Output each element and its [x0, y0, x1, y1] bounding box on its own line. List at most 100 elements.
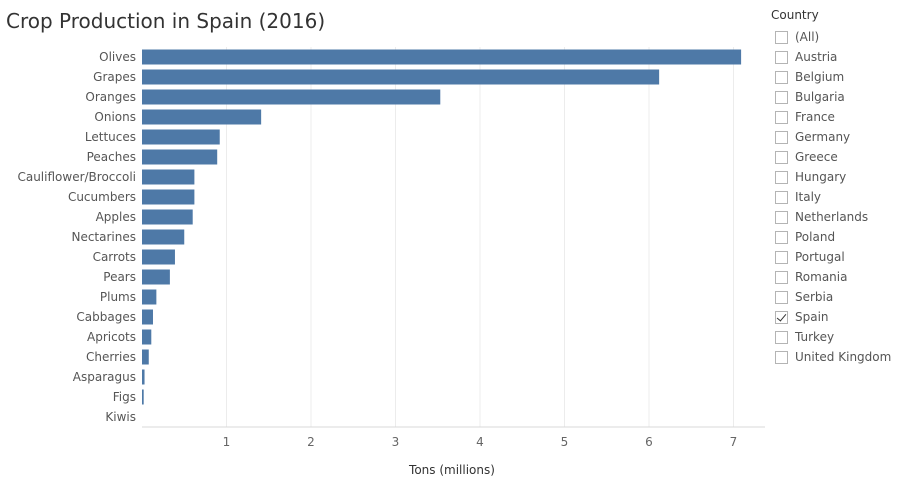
filter-option-italy[interactable]: Italy: [771, 187, 911, 207]
checkbox-checked[interactable]: [775, 310, 788, 324]
filter-option-label: Netherlands: [795, 210, 869, 224]
bar-figs[interactable]: [142, 389, 144, 405]
checkbox-unchecked[interactable]: [775, 110, 788, 124]
checkbox-unchecked[interactable]: [775, 190, 788, 204]
filter-option-spain[interactable]: Spain: [771, 307, 911, 327]
filter-option-label: Serbia: [795, 290, 834, 304]
filter-option-label: United Kingdom: [795, 350, 892, 364]
filter-option-netherlands[interactable]: Netherlands: [771, 207, 911, 227]
checkbox-unchecked[interactable]: [775, 230, 788, 244]
bar-cherries[interactable]: [142, 349, 149, 365]
category-label-grapes: Grapes: [93, 70, 136, 84]
filter-option-label: Romania: [795, 270, 848, 284]
x-tick-label: 5: [561, 435, 569, 449]
category-label-cabbages: Cabbages: [76, 310, 136, 324]
bar-olives[interactable]: [142, 49, 742, 65]
bar-lettuces[interactable]: [142, 129, 220, 145]
filter-option-france[interactable]: France: [771, 107, 911, 127]
category-label-peaches: Peaches: [87, 150, 136, 164]
category-label-onions: Onions: [94, 110, 136, 124]
filter-option-poland[interactable]: Poland: [771, 227, 911, 247]
filter-option-portugal[interactable]: Portugal: [771, 247, 911, 267]
filter-option-belgium[interactable]: Belgium: [771, 67, 911, 87]
filter-option-romania[interactable]: Romania: [771, 267, 911, 287]
checkbox-unchecked[interactable]: [775, 330, 788, 344]
category-labels: Olives Grapes Oranges Onions Lettuces Peaches…: [17, 50, 136, 424]
x-axis-title: Tons (millions): [408, 463, 495, 477]
checkbox-unchecked[interactable]: [775, 50, 788, 64]
checkbox-unchecked[interactable]: [775, 290, 788, 304]
filter-option-all[interactable]: (All): [771, 27, 911, 47]
checkbox-unchecked[interactable]: [775, 170, 788, 184]
bar-oranges[interactable]: [142, 89, 441, 105]
checkbox-unchecked[interactable]: [775, 210, 788, 224]
bar-cucumbers[interactable]: [142, 189, 195, 205]
checkbox-unchecked[interactable]: [775, 90, 788, 104]
filter-option-label: Austria: [795, 50, 838, 64]
filter-option-list: (All) Austria Belgium Bulgaria France Germany…: [771, 27, 911, 367]
category-label-cherries: Cherries: [86, 350, 136, 364]
x-tick-label: 6: [645, 435, 653, 449]
x-tick-label: 7: [730, 435, 738, 449]
category-label-apricots: Apricots: [87, 330, 136, 344]
filter-option-germany[interactable]: Germany: [771, 127, 911, 147]
x-tick-label: 3: [392, 435, 400, 449]
bar-onions[interactable]: [142, 109, 262, 125]
bar-grapes[interactable]: [142, 69, 660, 85]
chart-title: Crop Production in Spain (2016): [6, 9, 326, 33]
category-label-cauliflower-broccoli: Cauliflower/Broccoli: [17, 170, 136, 184]
filter-option-united-kingdom[interactable]: United Kingdom: [771, 347, 911, 367]
x-axis-ticks: 1 2 3 4 5 6 7: [223, 435, 738, 449]
filter-option-hungary[interactable]: Hungary: [771, 167, 911, 187]
filter-option-turkey[interactable]: Turkey: [771, 327, 911, 347]
x-tick-label: 1: [223, 435, 231, 449]
filter-option-label: Spain: [795, 310, 829, 324]
filter-option-label: (All): [795, 30, 820, 44]
bar-cabbages[interactable]: [142, 309, 153, 325]
filter-option-serbia[interactable]: Serbia: [771, 287, 911, 307]
bar-peaches[interactable]: [142, 149, 218, 165]
bar-plums[interactable]: [142, 289, 157, 305]
bar-cauliflower-broccoli[interactable]: [142, 169, 195, 185]
filter-option-label: Germany: [795, 130, 851, 144]
filter-option-austria[interactable]: Austria: [771, 47, 911, 67]
checkbox-unchecked[interactable]: [775, 70, 788, 84]
checkbox-unchecked[interactable]: [775, 350, 788, 364]
x-tick-label: 4: [476, 435, 484, 449]
category-label-nectarines: Nectarines: [71, 230, 136, 244]
category-label-carrots: Carrots: [93, 250, 136, 264]
filter-option-greece[interactable]: Greece: [771, 147, 911, 167]
filter-option-label: Portugal: [795, 250, 845, 264]
category-label-kiwis: Kiwis: [105, 410, 136, 424]
bar-apricots[interactable]: [142, 329, 152, 345]
category-label-pears: Pears: [103, 270, 136, 284]
category-label-plums: Plums: [100, 290, 136, 304]
category-label-lettuces: Lettuces: [85, 130, 136, 144]
filter-option-label: Belgium: [795, 70, 845, 84]
filter-option-label: Italy: [795, 190, 822, 204]
checkbox-unchecked[interactable]: [775, 30, 788, 44]
checkbox-unchecked[interactable]: [775, 150, 788, 164]
checkbox-unchecked[interactable]: [775, 270, 788, 284]
x-tick-label: 2: [307, 435, 315, 449]
filter-option-bulgaria[interactable]: Bulgaria: [771, 87, 911, 107]
filter-option-label: Greece: [795, 150, 838, 164]
filter-option-label: France: [795, 110, 835, 124]
checkbox-unchecked[interactable]: [775, 250, 788, 264]
bar-nectarines[interactable]: [142, 229, 185, 245]
bars: [142, 49, 742, 405]
filter-option-label: Turkey: [795, 330, 835, 344]
bar-chart: Olives Grapes Oranges Onions Lettuces Peaches…: [17, 47, 765, 477]
filter-option-label: Hungary: [795, 170, 847, 184]
bar-carrots[interactable]: [142, 249, 175, 265]
country-filter: Country (All) Austria Belgium Bulgaria Franc…: [771, 6, 911, 367]
bar-pears[interactable]: [142, 269, 170, 285]
checkbox-unchecked[interactable]: [775, 130, 788, 144]
filter-option-label: Bulgaria: [795, 90, 845, 104]
bar-asparagus[interactable]: [142, 369, 145, 385]
filter-option-label: Poland: [795, 230, 836, 244]
category-label-apples: Apples: [96, 210, 136, 224]
bar-apples[interactable]: [142, 209, 193, 225]
category-label-oranges: Oranges: [85, 90, 136, 104]
category-label-cucumbers: Cucumbers: [68, 190, 136, 204]
